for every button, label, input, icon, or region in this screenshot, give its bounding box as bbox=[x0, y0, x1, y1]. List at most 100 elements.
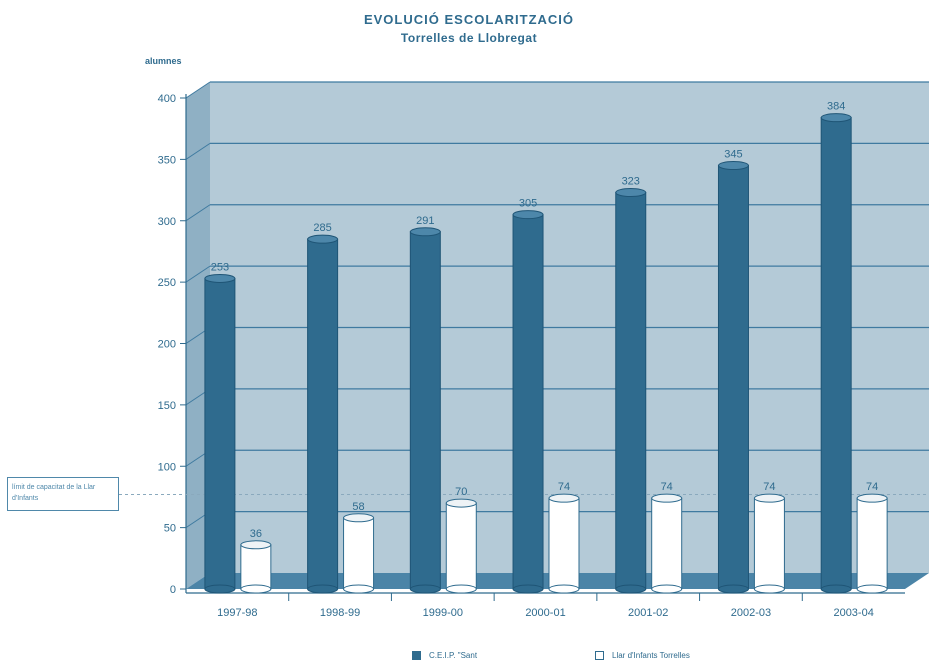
bar-ceip-top bbox=[615, 188, 647, 198]
bar-llar-value-label: 74 bbox=[661, 481, 673, 493]
legend-swatch-ceip bbox=[412, 651, 421, 660]
legend-label-ceip: C.E.I.P. "Sant bbox=[429, 651, 478, 660]
bar-ceip-body bbox=[512, 214, 544, 590]
legend-item-llar: Llar d'Infants Torrelles bbox=[595, 651, 690, 660]
bar-ceip-base bbox=[307, 584, 339, 594]
bar-llar-value-label: 74 bbox=[558, 481, 570, 493]
bar-llar-top bbox=[651, 493, 683, 503]
bar-llar-top bbox=[856, 493, 888, 503]
bar-ceip-body bbox=[717, 165, 749, 590]
legend-swatch-llar bbox=[595, 651, 604, 660]
bar-ceip-base bbox=[512, 584, 544, 594]
y-tick-label: 350 bbox=[158, 154, 176, 166]
x-tick-label: 2002-03 bbox=[731, 607, 771, 619]
bar-llar-base bbox=[651, 584, 683, 594]
bar-llar: 74 bbox=[856, 481, 888, 594]
bar-ceip-value-label: 285 bbox=[313, 222, 331, 234]
bar-ceip-top bbox=[307, 234, 339, 244]
bar-ceip-value-label: 291 bbox=[416, 215, 434, 227]
bar-llar: 36 bbox=[240, 528, 272, 594]
bar-llar-value-label: 36 bbox=[250, 528, 262, 540]
bar-llar-base bbox=[240, 584, 272, 594]
bar-ceip-top bbox=[409, 227, 441, 237]
bar-llar-body bbox=[856, 497, 888, 590]
x-tick-label: 1997-98 bbox=[217, 607, 257, 619]
bar-ceip-value-label: 305 bbox=[519, 198, 537, 210]
y-tick-label: 0 bbox=[170, 584, 176, 596]
x-tick-label: 2000-01 bbox=[525, 607, 565, 619]
bar-llar-top bbox=[548, 493, 580, 503]
chart-subtitle: Torrelles de Llobregat bbox=[400, 31, 538, 45]
y-tick-label: 250 bbox=[158, 277, 176, 289]
gridline-side bbox=[185, 204, 211, 222]
bar-ceip-value-label: 253 bbox=[211, 261, 229, 273]
x-tick-label: 2003-04 bbox=[833, 607, 873, 619]
bar-ceip: 253 bbox=[204, 261, 236, 594]
bar-llar-body bbox=[343, 517, 375, 590]
chart-title: EVOLUCIÓ ESCOLARITZACIÓ bbox=[363, 12, 575, 27]
bar-ceip-body bbox=[409, 231, 441, 590]
bar-ceip-value-label: 384 bbox=[827, 101, 845, 113]
x-tick-label: 1999-00 bbox=[423, 607, 463, 619]
legend-label-llar: Llar d'Infants Torrelles bbox=[612, 651, 690, 660]
bar-llar: 74 bbox=[548, 481, 580, 594]
bar-ceip: 345 bbox=[717, 149, 749, 594]
y-tick-label: 400 bbox=[158, 93, 176, 105]
bar-llar-body bbox=[445, 502, 477, 590]
gridline-side bbox=[185, 81, 211, 99]
y-tick-label: 100 bbox=[158, 461, 176, 473]
bar-llar-value-label: 74 bbox=[866, 481, 878, 493]
bar-ceip-body bbox=[307, 238, 339, 590]
bar-ceip: 291 bbox=[409, 215, 441, 594]
bar-llar-value-label: 70 bbox=[455, 486, 467, 498]
gridline-side bbox=[185, 142, 211, 160]
bar-llar-base bbox=[753, 584, 785, 594]
bar-llar-body bbox=[548, 497, 580, 590]
bar-llar: 58 bbox=[343, 501, 375, 594]
bar-llar-body bbox=[753, 497, 785, 590]
bar-llar-value-label: 58 bbox=[352, 501, 364, 513]
bar-ceip-top bbox=[512, 210, 544, 220]
x-tick-label: 2001-02 bbox=[628, 607, 668, 619]
bar-ceip-top bbox=[820, 113, 852, 123]
bar-llar: 74 bbox=[651, 481, 683, 594]
bar-ceip-base bbox=[717, 584, 749, 594]
y-tick-label: 200 bbox=[158, 339, 176, 351]
bar-ceip: 285 bbox=[307, 222, 339, 594]
bar-ceip-body bbox=[204, 277, 236, 590]
bar-ceip-base bbox=[204, 584, 236, 594]
bar-ceip: 323 bbox=[615, 176, 647, 594]
bar-ceip: 384 bbox=[820, 101, 852, 594]
bar-llar-base bbox=[445, 584, 477, 594]
bar-llar-base bbox=[343, 584, 375, 594]
bar-llar-top bbox=[753, 493, 785, 503]
bar-llar-body bbox=[651, 497, 683, 590]
bar-llar-top bbox=[343, 513, 375, 523]
bar-llar-top bbox=[240, 540, 272, 550]
y-axis-label: alumnes bbox=[145, 56, 182, 66]
bar-ceip: 305 bbox=[512, 198, 544, 594]
x-tick-label: 1998-99 bbox=[320, 607, 360, 619]
bar-ceip-base bbox=[615, 584, 647, 594]
bar-llar-base bbox=[856, 584, 888, 594]
bar-llar-base bbox=[548, 584, 580, 594]
bar-ceip-top bbox=[717, 161, 749, 171]
bar-llar: 74 bbox=[753, 481, 785, 594]
bar-llar-top bbox=[445, 498, 477, 508]
y-tick-label: 300 bbox=[158, 216, 176, 228]
bar-ceip-top bbox=[204, 273, 236, 283]
legend-item-ceip: C.E.I.P. "Sant bbox=[412, 651, 477, 660]
capacity-limit-label: límit de capacitat de la Llar d'Infants bbox=[7, 477, 119, 511]
bar-llar: 70 bbox=[445, 486, 477, 594]
bar-ceip-base bbox=[409, 584, 441, 594]
bar-ceip-body bbox=[615, 192, 647, 590]
bar-ceip-base bbox=[820, 584, 852, 594]
bar-llar-value-label: 74 bbox=[763, 481, 775, 493]
y-tick-label: 50 bbox=[164, 523, 176, 535]
bar-ceip-body bbox=[820, 117, 852, 590]
y-tick-label: 150 bbox=[158, 400, 176, 412]
bar-ceip-value-label: 323 bbox=[622, 176, 640, 188]
bar-llar-body bbox=[240, 544, 272, 590]
bar-ceip-value-label: 345 bbox=[724, 149, 742, 161]
